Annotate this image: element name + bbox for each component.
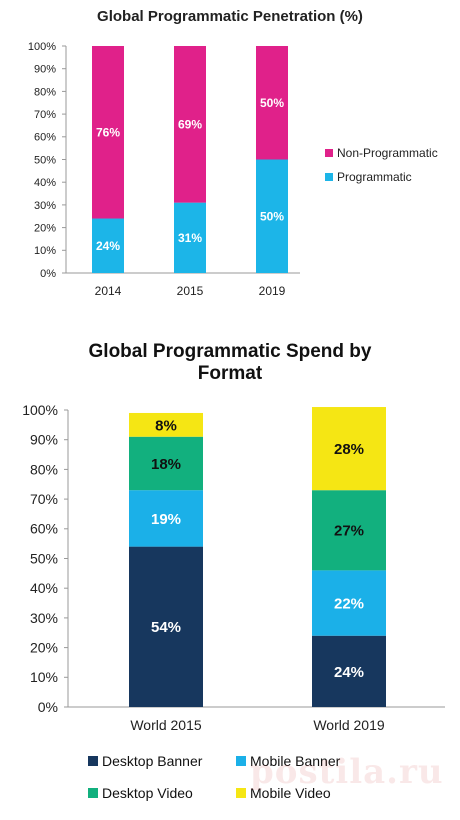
y-tick-label: 30% (34, 200, 56, 212)
bar-segment-non-programmatic (256, 46, 288, 160)
x-tick-label: 2019 (259, 284, 286, 298)
data-label: 69% (178, 118, 202, 132)
y-tick-label: 70% (34, 109, 56, 121)
bar-segment-desktop-video (312, 490, 386, 571)
legend-swatch (236, 788, 246, 798)
watermark: postila.ru (250, 752, 444, 792)
chart1-title: Global Programmatic Penetration (%) (97, 8, 363, 25)
legend-label: Desktop Banner (102, 753, 203, 769)
bar-segment-mobile-banner (312, 570, 386, 636)
bar-segment-non-programmatic (92, 46, 124, 219)
data-label: 50% (260, 96, 284, 110)
bar-segment-mobile-video (129, 412, 203, 437)
y-tick-label: 50% (30, 550, 58, 566)
y-tick-label: 40% (30, 580, 58, 596)
bar-segment-desktop-video (129, 436, 203, 491)
legend-label: Desktop Video (102, 785, 193, 801)
data-label: 27% (334, 523, 364, 540)
bar-segment-desktop-banner (312, 635, 386, 707)
chart2-title: Global Programmatic Spend by Format (0, 341, 460, 385)
y-tick-label: 70% (30, 491, 58, 507)
y-tick-label: 90% (30, 432, 58, 448)
bar-segment-desktop-banner (129, 546, 203, 707)
chart2-title-line2: Format (197, 363, 263, 384)
y-tick-label: 10% (30, 669, 58, 685)
y-tick-label: 50% (34, 154, 56, 166)
legend-swatch (236, 756, 246, 766)
data-label: 24% (334, 664, 364, 681)
y-tick-label: 60% (34, 132, 56, 144)
x-tick-label: 2014 (95, 284, 122, 298)
y-tick-label: 20% (34, 222, 56, 234)
chart1-plot: 0% 10% 20% 30% 40% 50% 60% 70% 80% 90% 100% 24% 76% 2… (28, 41, 438, 298)
legend-swatch (88, 756, 98, 766)
chart2-title-line1: Global Programmatic Spend by (88, 341, 372, 362)
y-tick-label: 80% (34, 86, 56, 98)
y-tick-label: 100% (22, 402, 58, 418)
legend-swatch (88, 788, 98, 798)
data-label: 24% (96, 239, 120, 253)
bar-segment-programmatic (92, 218, 124, 273)
data-label: 22% (334, 595, 364, 612)
bar-segment-non-programmatic (174, 46, 206, 203)
y-tick-label: 0% (38, 699, 58, 715)
bar-segment-programmatic (174, 202, 206, 273)
y-tick-label: 40% (34, 177, 56, 189)
y-tick-label: 30% (30, 610, 58, 626)
data-label: 76% (96, 126, 120, 140)
bar-segment-programmatic (256, 159, 288, 273)
y-tick-label: 20% (30, 640, 58, 656)
y-tick-label: 100% (28, 41, 56, 53)
y-tick-label: 80% (30, 461, 58, 477)
y-tick-label: 90% (34, 64, 56, 76)
legend-label: Non-Programmatic (337, 146, 438, 160)
data-label: 54% (151, 619, 181, 636)
bar-segment-mobile-video (312, 407, 386, 491)
y-tick-label: 10% (34, 245, 56, 257)
legend-swatch (325, 173, 333, 181)
y-tick-label: 0% (40, 268, 56, 280)
legend-label: Mobile Video (250, 785, 331, 801)
x-tick-label: World 2015 (130, 717, 202, 733)
legend-label: Mobile Banner (250, 753, 341, 769)
data-label: 28% (334, 441, 364, 458)
data-label: 31% (178, 231, 202, 245)
x-tick-label: 2015 (177, 284, 204, 298)
data-label: 8% (155, 417, 177, 434)
legend-label: Programmatic (337, 170, 412, 184)
y-tick-label: 60% (30, 521, 58, 537)
x-tick-label: World 2019 (313, 717, 385, 733)
data-label: 19% (151, 511, 181, 528)
data-label: 18% (151, 456, 181, 473)
bar-segment-mobile-banner (129, 490, 203, 547)
data-label: 50% (260, 210, 284, 224)
legend-swatch (325, 149, 333, 157)
